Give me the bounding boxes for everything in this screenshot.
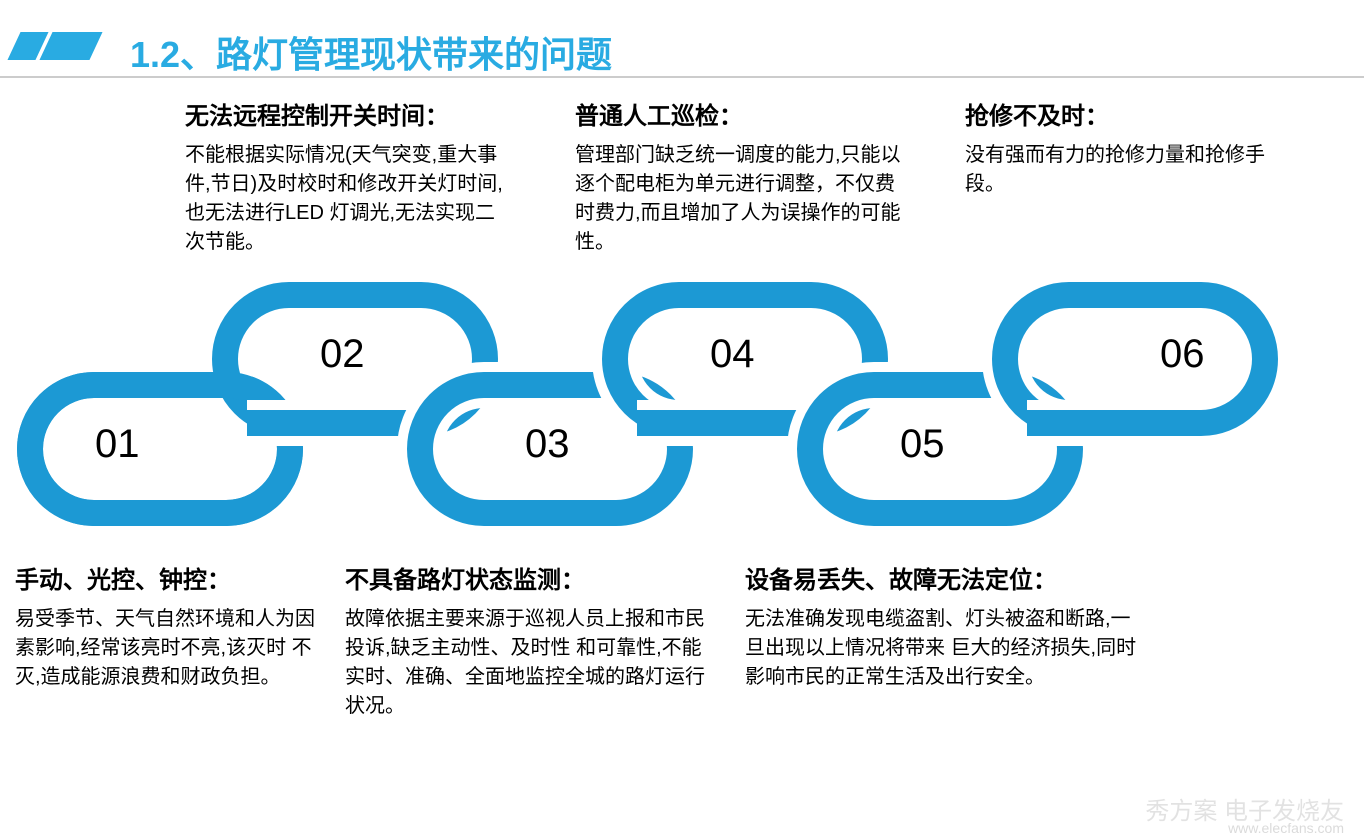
problem-06: 抢修不及时： 没有强而有力的抢修力量和抢修手段。	[965, 96, 1265, 199]
problem-05-body: 无法准确发现电缆盗割、灯头被盗和断路,一旦出现以上情况将带来 巨大的经济损失,同…	[745, 605, 1145, 692]
chain-num-06: 06	[1160, 332, 1205, 377]
problem-03: 不具备路灯状态监测： 故障依据主要来源于巡视人员上报和市民投诉,缺乏主动性、及时…	[345, 560, 705, 721]
problem-04: 普通人工巡检： 管理部门缺乏统一调度的能力,只能以逐个配电柜为单元进行调整，不仅…	[575, 96, 905, 257]
watermark-logo: 秀方案 电子发烧友	[1145, 791, 1344, 826]
problem-02: 无法远程控制开关时间： 不能根据实际情况(天气突变,重大事件,节日)及时校时和修…	[185, 96, 515, 257]
page-title: 1.2、路灯管理现状带来的问题	[130, 26, 612, 78]
problem-04-body: 管理部门缺乏统一调度的能力,只能以逐个配电柜为单元进行调整，不仅费时费力,而且增…	[575, 141, 905, 257]
problem-05-title: 设备易丢失、故障无法定位：	[745, 560, 1145, 595]
problem-03-body: 故障依据主要来源于巡视人员上报和市民投诉,缺乏主动性、及时性 和可靠性,不能实时…	[345, 605, 705, 721]
problem-01-body: 易受季节、天气自然环境和人为因素影响,经常该亮时不亮,该灭时 不灭,造成能源浪费…	[15, 605, 315, 692]
chain-num-02: 02	[320, 332, 365, 377]
problem-06-title: 抢修不及时：	[965, 96, 1265, 131]
problem-02-title: 无法远程控制开关时间：	[185, 96, 515, 131]
problem-05: 设备易丢失、故障无法定位： 无法准确发现电缆盗割、灯头被盗和断路,一旦出现以上情…	[745, 560, 1145, 692]
chain-num-03: 03	[525, 422, 570, 467]
chain-num-01: 01	[95, 422, 140, 467]
chain-num-04: 04	[710, 332, 755, 377]
problem-02-body: 不能根据实际情况(天气突变,重大事件,节日)及时校时和修改开关灯时间,也无法进行…	[185, 141, 515, 257]
problem-01: 手动、光控、钟控： 易受季节、天气自然环境和人为因素影响,经常该亮时不亮,该灭时…	[15, 560, 315, 692]
problem-01-title: 手动、光控、钟控：	[15, 560, 315, 595]
title-decor-icon	[14, 32, 96, 65]
chain-num-05: 05	[900, 422, 945, 467]
problem-04-title: 普通人工巡检：	[575, 96, 905, 131]
watermark-url: www.elecfans.com	[1228, 820, 1344, 836]
chain-diagram	[0, 275, 1364, 535]
problem-03-title: 不具备路灯状态监测：	[345, 560, 705, 595]
problem-06-body: 没有强而有力的抢修力量和抢修手段。	[965, 141, 1265, 199]
header-underline	[0, 76, 1364, 78]
